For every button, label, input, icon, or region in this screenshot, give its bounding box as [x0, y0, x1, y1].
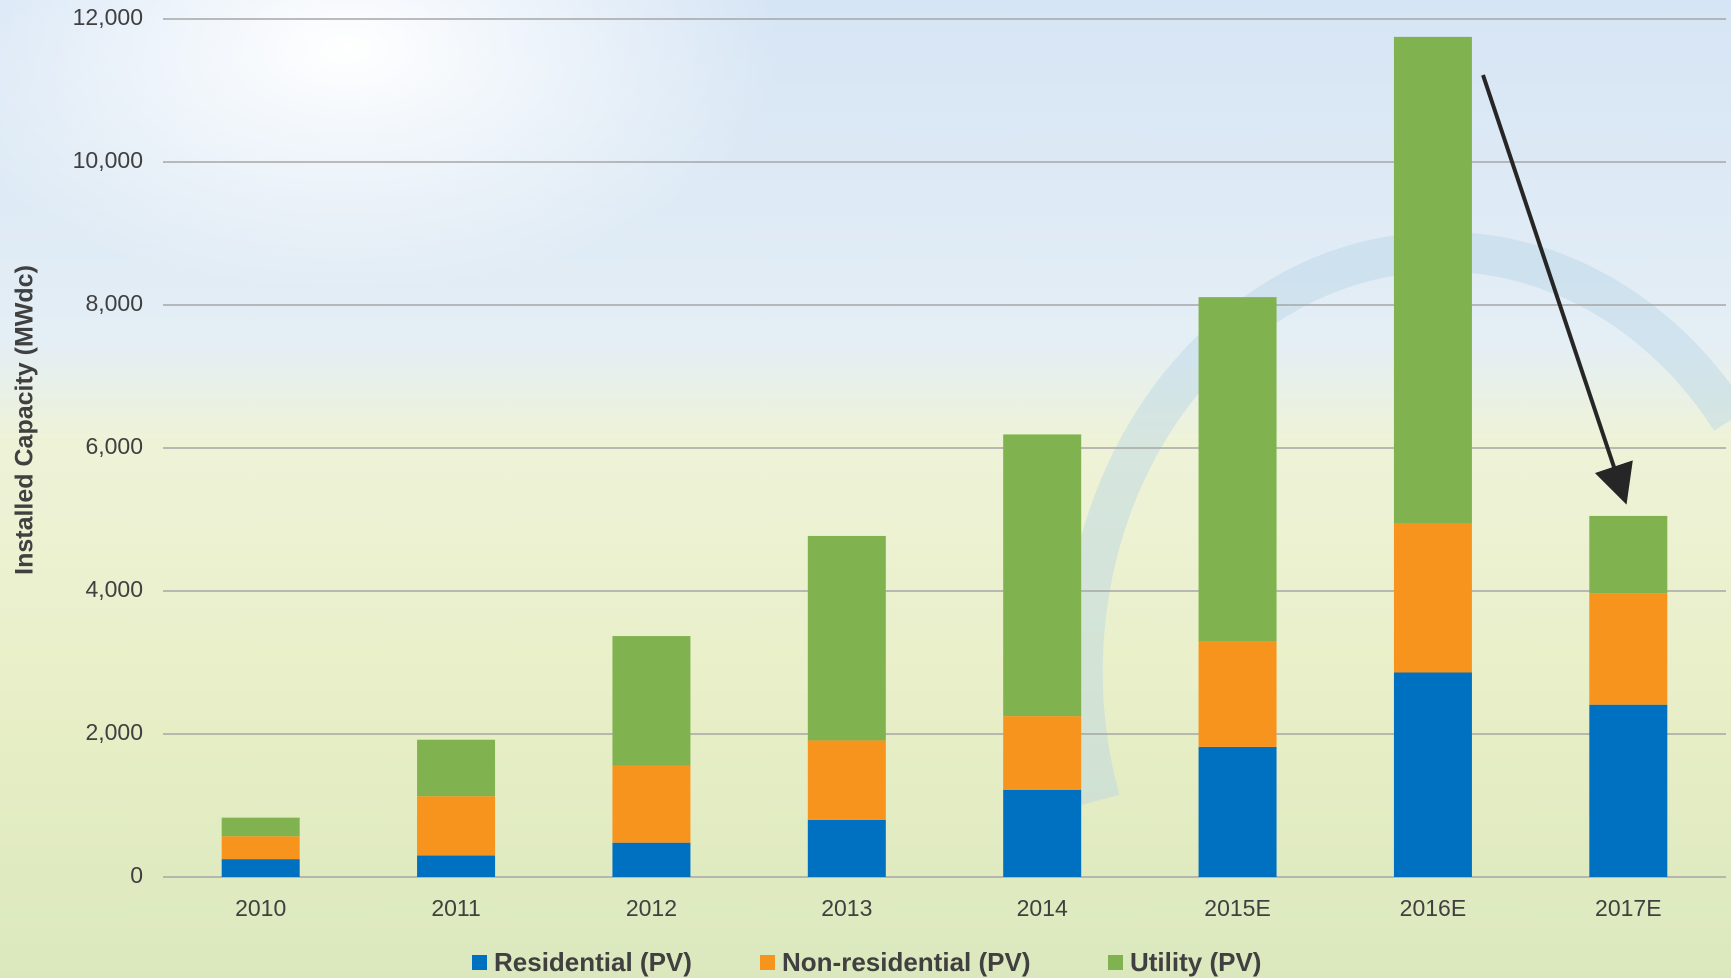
bar-segment [612, 765, 690, 842]
legend: Residential (PV) Non-residential (PV) Util… [472, 947, 1261, 977]
bar-segment [808, 536, 886, 740]
x-tick-label: 2010 [235, 895, 286, 921]
bar-segment [222, 859, 300, 877]
y-axis-title: Installed Capacity (MWdc) [11, 265, 39, 575]
bar-segment [1394, 37, 1472, 524]
bar-segment [1394, 524, 1472, 673]
chart: Installed Capacity (MWdc) 0 2,000 4,000 6,0… [0, 0, 1731, 978]
y-tick-label: 6,000 [85, 433, 143, 459]
bar-segment [808, 740, 886, 819]
y-tick-label: 4,000 [85, 576, 143, 602]
bar-segment [222, 836, 300, 859]
legend-swatch [472, 955, 487, 970]
bar-segment [1003, 716, 1081, 790]
y-tick-label: 2,000 [85, 719, 143, 745]
bar-segment [1589, 516, 1667, 593]
x-tick-label: 2012 [626, 895, 677, 921]
bar-segment [1199, 297, 1277, 642]
x-tick-label: 2016E [1400, 895, 1467, 921]
legend-label: Residential (PV) [494, 947, 692, 977]
bar-segment [417, 856, 495, 877]
bar-segment [1199, 642, 1277, 747]
legend-label: Non-residential (PV) [782, 947, 1030, 977]
legend-swatch [760, 955, 775, 970]
x-tick-label: 2011 [431, 895, 480, 921]
bar-segment [1394, 673, 1472, 877]
x-tick-label: 2014 [1017, 895, 1068, 921]
bar-segment [417, 796, 495, 855]
bar-segment [1589, 593, 1667, 705]
y-tick-label: 0 [130, 862, 143, 888]
bar-segment [1589, 705, 1667, 877]
bar-segment [417, 740, 495, 796]
legend-label: Utility (PV) [1130, 947, 1261, 977]
bar-segment [1003, 790, 1081, 877]
legend-swatch [1108, 955, 1123, 970]
bar-segment [612, 636, 690, 765]
bar-segment [1003, 434, 1081, 716]
y-tick-label: 12,000 [73, 4, 143, 30]
x-tick-label: 2017E [1595, 895, 1662, 921]
bar-segment [808, 820, 886, 877]
y-tick-label: 10,000 [73, 147, 143, 173]
bar-segment [612, 843, 690, 877]
bar-segment [222, 818, 300, 837]
x-tick-label: 2015E [1204, 895, 1271, 921]
bar-segment [1199, 747, 1277, 877]
y-tick-label: 8,000 [85, 290, 143, 316]
x-tick-label: 2013 [821, 895, 872, 921]
